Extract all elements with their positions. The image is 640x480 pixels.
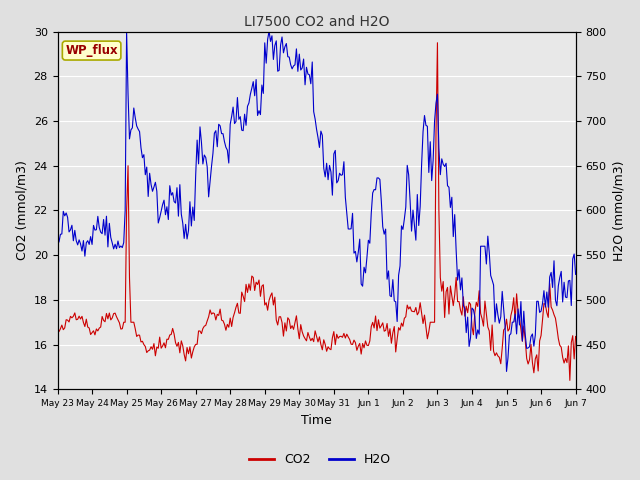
Line: H2O: H2O bbox=[58, 31, 575, 372]
Title: LI7500 CO2 and H2O: LI7500 CO2 and H2O bbox=[244, 15, 389, 29]
Text: WP_flux: WP_flux bbox=[65, 44, 118, 57]
Legend: CO2, H2O: CO2, H2O bbox=[244, 448, 396, 471]
Line: CO2: CO2 bbox=[58, 43, 575, 380]
Y-axis label: CO2 (mmol/m3): CO2 (mmol/m3) bbox=[15, 160, 28, 260]
Y-axis label: H2O (mmol/m3): H2O (mmol/m3) bbox=[612, 160, 625, 261]
X-axis label: Time: Time bbox=[301, 414, 332, 427]
